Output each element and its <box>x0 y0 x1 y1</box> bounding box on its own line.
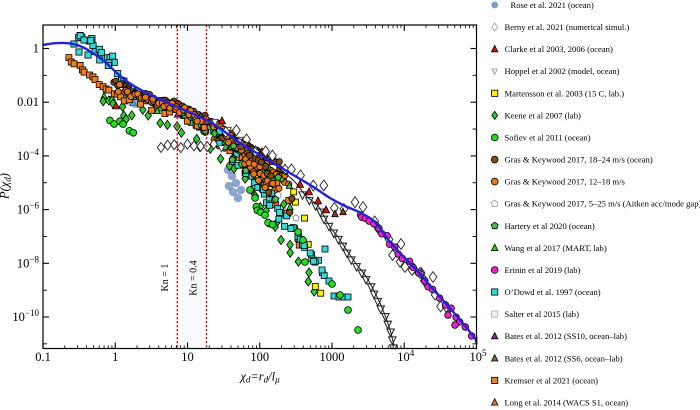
svg-text:1: 1 <box>112 350 118 364</box>
svg-text:10: 10 <box>181 350 194 364</box>
svg-text:10−10: 10−10 <box>12 308 39 324</box>
svg-text:Kn = 0.4: Kn = 0.4 <box>189 260 200 295</box>
svg-text:Keene et al 2007 (lab): Keene et al 2007 (lab) <box>505 110 581 120</box>
svg-text:Long et al. 2014 (WACS S1, oce: Long et al. 2014 (WACS S1, ocean) <box>505 397 629 407</box>
svg-text:Gras & Keywood 2017, 5–25 m/s: Gras & Keywood 2017, 5–25 m/s (Aitken ac… <box>505 199 700 209</box>
svg-text:1000: 1000 <box>320 350 345 364</box>
svg-text:Erinin et al 2019 (lab): Erinin et al 2019 (lab) <box>505 265 581 275</box>
svg-text:Hoppel et al 2002 (model, ocea: Hoppel et al 2002 (model, ocean) <box>505 66 620 76</box>
svg-text:100: 100 <box>250 350 269 364</box>
svg-text:Berny et al. 2021 (numerical s: Berny et al. 2021 (numerical simul.) <box>505 22 630 32</box>
svg-text:0.01: 0.01 <box>17 95 39 109</box>
svg-text:P(χd): P(χd) <box>0 173 13 200</box>
svg-text:1: 1 <box>33 42 39 56</box>
svg-text:Clarke et al 2003, 2006 (ocean: Clarke et al 2003, 2006 (ocean) <box>505 44 613 54</box>
svg-text:Kn = 1: Kn = 1 <box>160 264 171 292</box>
svg-text:Sofiev et al 2011 (ocean): Sofiev et al 2011 (ocean) <box>505 132 591 142</box>
svg-text:Salter et al 2015 (lab): Salter et al 2015 (lab) <box>505 309 580 319</box>
svg-text:0.1: 0.1 <box>35 350 51 364</box>
svg-text:104: 104 <box>397 348 415 364</box>
svg-text:Bates et al. 2012 (SS6, ocean–: Bates et al. 2012 (SS6, ocean–lab) <box>505 353 623 363</box>
svg-text:Wang et al 2017 (MART, lab): Wang et al 2017 (MART, lab) <box>505 243 607 253</box>
svg-text:χd=rd/lμ: χd=rd/lμ <box>239 370 280 385</box>
svg-text:O’Dowd et al. 1997 (ocean): O’Dowd et al. 1997 (ocean) <box>505 287 601 297</box>
svg-text:105: 105 <box>470 348 488 364</box>
svg-text:Bates et al. 2012 (SS10, ocean: Bates et al. 2012 (SS10, ocean–lab) <box>505 331 628 341</box>
svg-text:Gras & Keywood 2017, 18–24 m/s: Gras & Keywood 2017, 18–24 m/s (ocean) <box>505 155 653 165</box>
svg-text:Kremser et al 2021 (ocean): Kremser et al 2021 (ocean) <box>505 375 599 385</box>
svg-text:Gras & Keywood 2017, 12–18 m/s: Gras & Keywood 2017, 12–18 m/s <box>505 177 626 187</box>
svg-text:Hartery et al 2020 (ocean): Hartery et al 2020 (ocean) <box>505 221 595 231</box>
svg-text:10−4: 10−4 <box>17 147 40 163</box>
svg-text:10−8: 10−8 <box>17 254 40 270</box>
svg-text:Rose et al. 2021 (ocean): Rose et al. 2021 (ocean) <box>511 0 594 10</box>
svg-text:Martensson et al. 2003 (15 C,: Martensson et al. 2003 (15 C, lab.) <box>505 88 625 98</box>
svg-text:10−6: 10−6 <box>17 201 40 217</box>
